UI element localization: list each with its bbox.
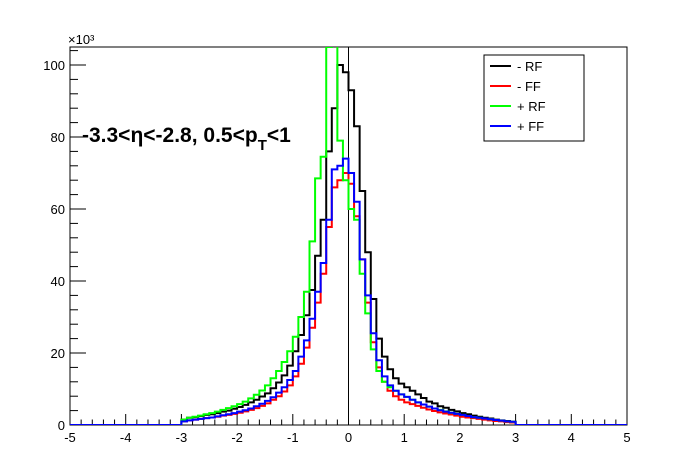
x-tick-label: -1 [287,430,299,445]
x-tick-label: -5 [64,430,76,445]
x-tick-label: 4 [568,430,575,445]
annotation-tail: <1 [267,124,291,147]
x-tick-label: 2 [456,430,463,445]
y-tick-label: 40 [51,274,65,289]
y-tick-label: 20 [51,346,65,361]
series-line-0 [70,64,627,425]
annotation-main: -3.3<η<-2.8, 0.5<p [82,124,258,147]
legend-label-1: - FF [517,79,541,94]
x-tick-label: 0 [345,430,352,445]
series-layer [70,47,627,425]
annotation-subscript: T [258,137,267,154]
legend: - RF - FF + RF + FF [483,54,585,142]
y-tick-label: 80 [51,130,65,145]
y-tick-label: 100 [43,58,65,73]
x-tick-label: -3 [176,430,188,445]
x-tick-label: -2 [231,430,243,445]
x-tick-label: -4 [120,430,132,445]
axis-tick-labels: -5 -4 -3 -2 -1 0 1 2 3 4 5 0 20 40 60 80 100 [43,58,630,445]
y-tick-label: 0 [58,418,65,433]
x-tick-label: 3 [512,430,519,445]
legend-label-3: + FF [517,119,544,134]
legend-label-0: - RF [517,59,542,74]
x-tick-label: 1 [401,430,408,445]
legend-label-2: + RF [517,99,546,114]
legend-entries: - RF - FF + RF + FF [490,59,546,134]
y-tick-label: 60 [51,202,65,217]
series-line-3 [70,157,627,425]
annotation-text: -3.3<η<-2.8, 0.5<pT<1 [82,124,291,154]
x-tick-label: 5 [623,430,630,445]
y-multiplier-label: ×10³ [68,32,95,47]
